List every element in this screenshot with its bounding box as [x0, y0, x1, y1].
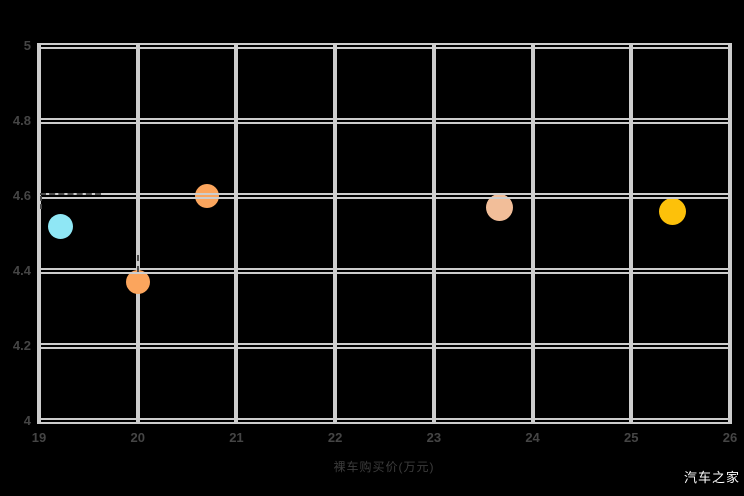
data-point-bubble	[125, 270, 150, 295]
data-point-bubble	[194, 184, 219, 208]
y-axis-tick-label: 5	[23, 38, 31, 53]
y-axis-tick-label: 4.6	[12, 188, 31, 203]
vertical-gridline	[431, 43, 436, 424]
callout-dash-vertical	[39, 196, 42, 210]
x-axis-tick-label: 20	[130, 430, 145, 445]
y-axis-tick-label: 4.8	[12, 113, 31, 128]
y-axis-tick-label: 4.2	[12, 338, 31, 353]
horizontal-gridline	[37, 268, 732, 274]
x-axis-title: 裸车购买价(万元)	[333, 460, 435, 474]
vertical-gridline	[333, 43, 338, 424]
horizontal-gridline	[37, 343, 732, 349]
vertical-gridline	[37, 43, 41, 424]
callout-dash-horizontal	[39, 192, 102, 195]
x-axis-tick-label: 26	[722, 430, 738, 445]
horizontal-gridline	[37, 418, 732, 424]
y-axis-tick-label: 4.4	[12, 263, 31, 278]
x-axis-tick-label: 22	[327, 430, 343, 445]
callout-dash-vertical	[136, 254, 139, 273]
horizontal-gridline	[37, 118, 732, 124]
horizontal-gridline	[37, 193, 732, 199]
x-axis-tick-label: 25	[624, 430, 639, 445]
x-axis-tick-label: 19	[31, 430, 47, 445]
x-axis-tick-label: 23	[426, 430, 442, 445]
x-axis-tick-label: 24	[525, 430, 540, 445]
x-axis-tick-label: 21	[229, 430, 244, 445]
vertical-gridline	[728, 43, 732, 424]
vertical-gridline	[530, 43, 535, 424]
vertical-gridline	[629, 43, 634, 424]
horizontal-gridline	[37, 43, 732, 49]
watermark-autohome: 汽车之家	[683, 470, 740, 485]
vertical-gridline	[234, 43, 239, 424]
y-axis-tick-label: 4	[23, 413, 31, 428]
vertical-gridline	[135, 43, 140, 424]
data-point-bubble	[48, 213, 74, 239]
data-point-bubble	[659, 197, 687, 225]
